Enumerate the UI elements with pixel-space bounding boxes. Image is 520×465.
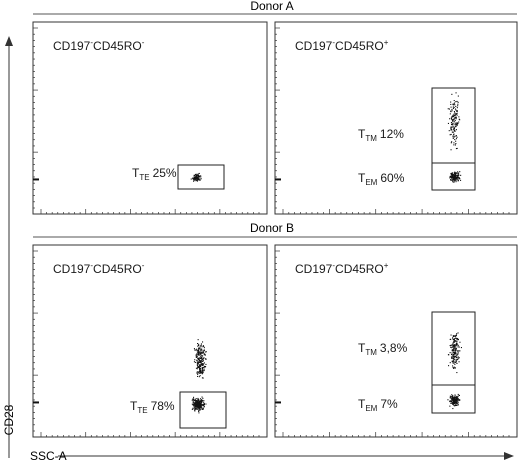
donor-a-title: Donor A	[250, 0, 293, 13]
gate-em	[431, 162, 476, 191]
x-axis-label: SSC-A	[30, 449, 67, 463]
gate-label-tm: TTM 12%	[358, 127, 404, 143]
y-axis-ticks	[33, 27, 39, 209]
y-axis-label: CD28	[2, 404, 16, 435]
event-dots	[447, 332, 462, 410]
y-axis-ticks	[275, 27, 281, 209]
plot-frame	[274, 244, 518, 438]
donor-b-title: Donor B	[250, 221, 294, 235]
plot-frame	[32, 244, 268, 438]
gate-te	[179, 391, 227, 429]
x-axis-ticks	[40, 432, 260, 437]
event-dots	[190, 172, 202, 182]
panel-donor-a-cd45ro-pos: CD197-CD45RO+ TTM 12% TEM 60%	[274, 21, 518, 215]
x-axis-ticks	[40, 209, 260, 214]
plot-frame	[32, 21, 268, 215]
y-axis-ticks	[275, 250, 281, 432]
panel-donor-b-cd45ro-neg: CD197-CD45RO- TTE 78%	[32, 244, 268, 438]
population-marker-label: CD197-CD45RO-	[53, 261, 145, 276]
gate-label-em: TEM 7%	[358, 397, 398, 413]
population-marker-label: CD197-CD45RO+	[295, 261, 389, 276]
y-axis-ticks	[33, 250, 39, 432]
x-axis-ticks	[282, 432, 510, 437]
event-dots	[191, 339, 207, 414]
panel-donor-b-cd45ro-pos: CD197-CD45RO+ TTM 3,8% TEM 7%	[274, 244, 518, 438]
gate-label-te: TTE 25%	[132, 166, 177, 182]
gate-label-em: TEM 60%	[358, 171, 405, 187]
plot-frame	[274, 21, 518, 215]
panel-donor-a-cd45ro-neg: CD197-CD45RO- TTE 25%	[32, 21, 268, 215]
population-marker-label: CD197-CD45RO-	[53, 38, 145, 53]
gate-label-tm: TTM 3,8%	[358, 341, 408, 357]
population-marker-label: CD197-CD45RO+	[295, 38, 389, 53]
gate-em	[431, 384, 476, 414]
gate-te	[177, 164, 225, 190]
event-dots	[447, 92, 462, 183]
x-axis-arrow	[58, 452, 514, 460]
y-axis-arrow	[5, 36, 13, 458]
gate-label-te: TTE 78%	[130, 399, 175, 415]
x-axis-ticks	[282, 209, 510, 214]
